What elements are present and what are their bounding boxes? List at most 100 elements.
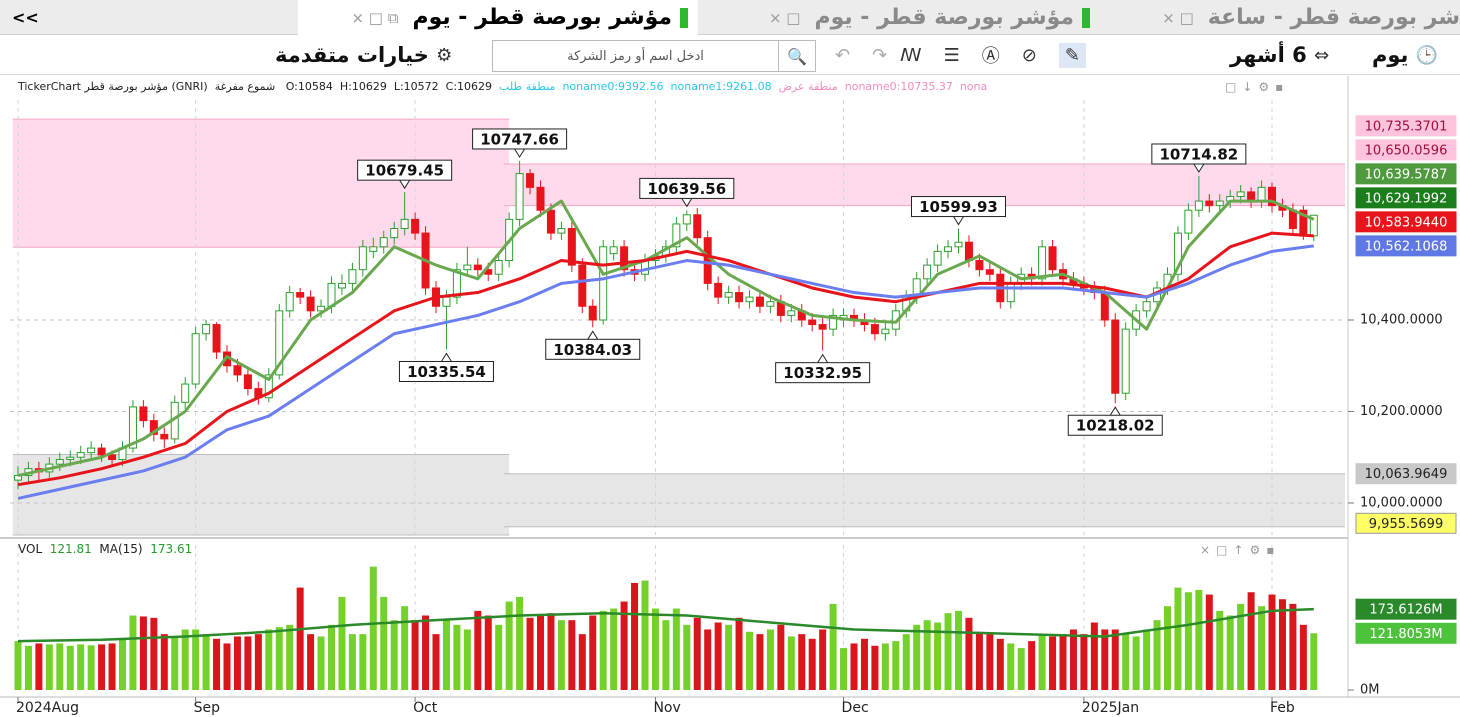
zone [503, 473, 1345, 527]
tab-bar: << مؤشر بورصة قطر - يوم ⧉ □ × مؤشر بورصة … [0, 0, 1460, 35]
panel-controls[interactable]: □↓⚙▪ [1225, 80, 1290, 94]
candle-body [369, 246, 378, 252]
x-tick-label: Oct [413, 700, 438, 716]
candle-body [66, 456, 75, 461]
price-badge-label: 10,650.0596 [1365, 143, 1448, 158]
volume-bar [777, 624, 785, 690]
volume-bar [1237, 603, 1245, 690]
volume-bar [1069, 629, 1077, 690]
price-badge-label: 10,583.9440 [1365, 215, 1448, 230]
tool-icons[interactable]: ꟿ ☰ Ⓐ ⊘ ✎ [900, 35, 1086, 75]
candle-body [703, 237, 712, 284]
volume-bar [704, 629, 712, 690]
candle-body [1268, 186, 1276, 207]
callout-pointer [1109, 406, 1121, 416]
volume-bar [359, 634, 367, 690]
legend-value: 121.81 [49, 542, 92, 556]
callout-box [545, 338, 641, 360]
search-box[interactable]: ادخل اسم أو رمز الشركة 🔍 [492, 40, 816, 72]
tab[interactable]: مؤشر بورصة قطر - يوم ⧉ □ × [298, 0, 698, 35]
collapse-button[interactable]: << [12, 7, 39, 27]
tab-title: مؤشر بورصة قطر - يوم [814, 5, 1074, 30]
candle-body [358, 246, 367, 271]
volume-bar [150, 617, 158, 690]
volume-bar [871, 645, 879, 690]
volume-bar [254, 634, 262, 690]
search-icon[interactable]: 🔍 [778, 41, 815, 71]
volume-bar [1153, 620, 1161, 690]
volume-bar [1038, 634, 1046, 690]
volume-bar [411, 620, 419, 690]
volume-bar [401, 606, 409, 690]
candle-body [808, 319, 817, 326]
candle-body [139, 406, 148, 422]
volume-bar [1049, 636, 1057, 690]
demand-values: noname0:9392.56 noname1:9261.08 [562, 80, 772, 93]
volume-bar [578, 634, 586, 690]
volume-bar [714, 622, 722, 690]
volume-bar [547, 613, 555, 690]
volume-bar [641, 580, 649, 690]
price-badge-label: 10,639.5787 [1365, 167, 1448, 182]
candle-body [745, 296, 754, 303]
volume-bar [1028, 641, 1036, 690]
volume-bar [432, 634, 440, 690]
advanced-button[interactable]: ⚙ خيارات متقدمة [275, 43, 453, 67]
volume-bar [589, 615, 597, 690]
candle-body [1236, 191, 1245, 197]
callout-box [1067, 414, 1163, 436]
candle-body [87, 447, 96, 454]
period-button[interactable]: 🕒 يوم [1372, 43, 1439, 67]
volume-bar [672, 608, 680, 690]
undo-redo[interactable]: ↶ ↷ [835, 44, 888, 66]
candle-body [515, 173, 524, 220]
y-tick-label: 10,400.0000 [1360, 313, 1443, 328]
volume-bar [286, 624, 294, 690]
volume-bar [631, 582, 639, 690]
tab[interactable]: مؤشر بورصة قطر - يوم □ × [705, 0, 1100, 35]
volume-bar [902, 634, 910, 690]
x-tick-label: 2025Jan [1082, 700, 1139, 716]
volume-bar [1216, 610, 1224, 690]
volume-bar [45, 644, 53, 690]
search-placeholder: ادخل اسم أو رمز الشركة [567, 48, 704, 64]
price-badge-label: 10,735.3701 [1365, 119, 1448, 134]
volume-bar [505, 601, 513, 690]
range-button[interactable]: ⇔ 6 أشهر [1230, 43, 1330, 67]
volume-bar [233, 636, 241, 690]
volume-bar [965, 617, 973, 690]
price-badge [1355, 139, 1457, 161]
volume-bar [1299, 624, 1307, 690]
price-badge-label: 9,955.5699 [1369, 517, 1443, 532]
callout-pointer [587, 330, 599, 340]
volume-bar [202, 634, 210, 690]
tab[interactable]: شر بورصة قطر - ساعة □ × [1162, 5, 1460, 30]
candle-body [923, 264, 932, 280]
candle-body [567, 228, 576, 266]
volume-bar [1278, 599, 1286, 690]
candle-body [1111, 319, 1120, 394]
candle-body [933, 250, 942, 266]
candle-body [76, 452, 85, 458]
callout-label: 10332.95 [783, 364, 862, 382]
callout-label: 10218.02 [1076, 417, 1155, 435]
candle-body [149, 420, 158, 435]
candle-body [682, 214, 691, 225]
candle-body [181, 383, 190, 403]
volume-bar [735, 617, 743, 690]
volume-bar [1080, 634, 1088, 690]
volume-bar [537, 615, 544, 690]
candle-body [55, 459, 64, 465]
volume-bar [683, 624, 691, 690]
panel-controls[interactable]: ×□↑⚙▪ [1200, 543, 1281, 557]
legend-name: MA(15) [99, 542, 143, 556]
price-badge [1355, 163, 1457, 185]
volume-bar [98, 644, 106, 690]
candle-body [411, 218, 420, 234]
candle-body [452, 269, 461, 298]
volume-bar [317, 636, 325, 690]
candle-body [1205, 200, 1214, 207]
tab-title: شر بورصة قطر - ساعة [1207, 5, 1460, 30]
candle-body [1288, 209, 1297, 230]
volume-bar [819, 629, 827, 690]
